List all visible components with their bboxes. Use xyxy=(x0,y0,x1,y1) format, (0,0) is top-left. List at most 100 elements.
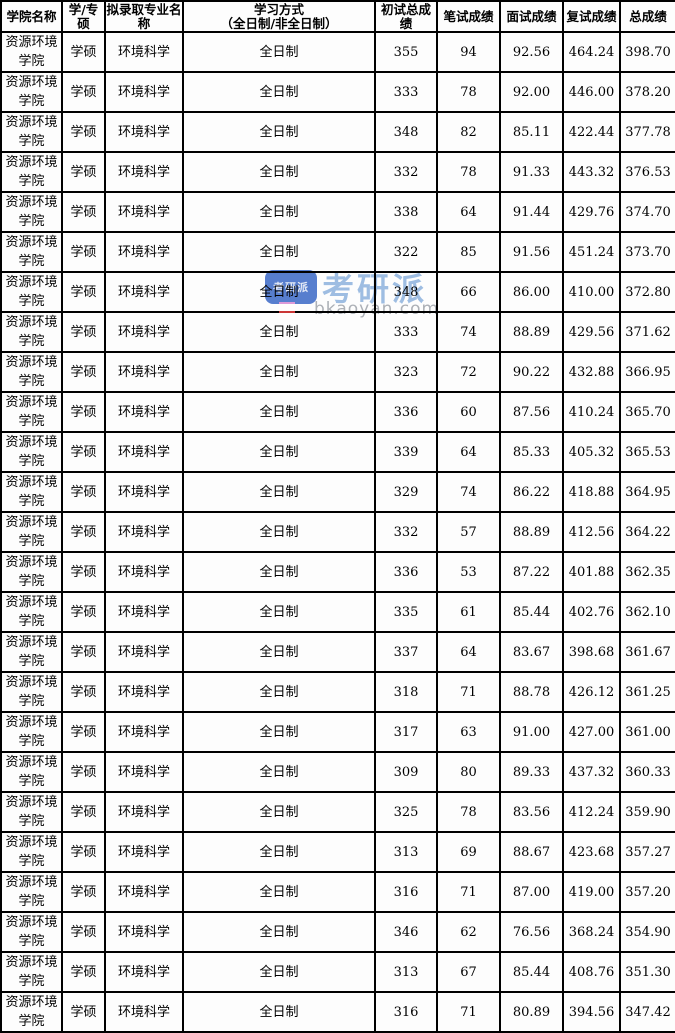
cell-degree-type: 学硕 xyxy=(61,751,106,793)
cell-interview-score: 92.56 xyxy=(499,31,564,73)
cell-interview-score: 80.89 xyxy=(499,991,564,1033)
cell-interview-score: 85.11 xyxy=(499,111,564,153)
cell-study-mode: 全日制 xyxy=(182,271,376,313)
cell-college: 资源环境学院 xyxy=(0,311,63,353)
cell-major: 环境科学 xyxy=(104,911,184,953)
cell-initial-total-score: 348 xyxy=(374,271,438,313)
cell-interview-score: 88.89 xyxy=(499,511,564,553)
cell-initial-total-score: 325 xyxy=(374,791,438,833)
cell-interview-score: 85.44 xyxy=(499,951,564,993)
cell-college: 资源环境学院 xyxy=(0,551,63,593)
cell-retest-score: 418.88 xyxy=(562,471,621,513)
cell-college: 资源环境学院 xyxy=(0,791,63,833)
cell-study-mode: 全日制 xyxy=(182,911,376,953)
cell-total-score: 364.95 xyxy=(619,471,675,513)
cell-initial-total-score: 318 xyxy=(374,671,438,713)
cell-study-mode: 全日制 xyxy=(182,511,376,553)
table-row: 资源环境学院 学硕 环境科学 全日制 348 66 86.00 410.00 372.80 xyxy=(0,271,675,313)
cell-major: 环境科学 xyxy=(104,151,184,193)
column-header-study-mode: 学习方式 （全日制/非全日制） xyxy=(182,0,376,33)
cell-college: 资源环境学院 xyxy=(0,151,63,193)
cell-interview-score: 86.00 xyxy=(499,271,564,313)
cell-major: 环境科学 xyxy=(104,951,184,993)
cell-interview-score: 92.00 xyxy=(499,71,564,113)
cell-major: 环境科学 xyxy=(104,831,184,873)
cell-degree-type: 学硕 xyxy=(61,551,106,593)
cell-initial-total-score: 333 xyxy=(374,311,438,353)
cell-written-score: 78 xyxy=(436,791,501,833)
cell-total-score: 357.20 xyxy=(619,871,675,913)
cell-retest-score: 437.32 xyxy=(562,751,621,793)
table-row: 资源环境学院 学硕 环境科学 全日制 325 78 83.56 412.24 359.90 xyxy=(0,791,675,833)
cell-study-mode: 全日制 xyxy=(182,391,376,433)
cell-retest-score: 426.12 xyxy=(562,671,621,713)
cell-retest-score: 394.56 xyxy=(562,991,621,1033)
cell-total-score: 361.25 xyxy=(619,671,675,713)
cell-retest-score: 443.32 xyxy=(562,151,621,193)
cell-written-score: 82 xyxy=(436,111,501,153)
cell-total-score: 351.30 xyxy=(619,951,675,993)
cell-degree-type: 学硕 xyxy=(61,671,106,713)
table-row: 资源环境学院 学硕 环境科学 全日制 337 64 83.67 398.68 361.67 xyxy=(0,631,675,673)
cell-degree-type: 学硕 xyxy=(61,231,106,273)
cell-total-score: 377.78 xyxy=(619,111,675,153)
cell-degree-type: 学硕 xyxy=(61,871,106,913)
column-header-interview-score: 面试成绩 xyxy=(499,0,564,33)
cell-total-score: 376.53 xyxy=(619,151,675,193)
cell-interview-score: 88.67 xyxy=(499,831,564,873)
cell-degree-type: 学硕 xyxy=(61,111,106,153)
cell-major: 环境科学 xyxy=(104,791,184,833)
cell-college: 资源环境学院 xyxy=(0,391,63,433)
cell-study-mode: 全日制 xyxy=(182,671,376,713)
cell-initial-total-score: 339 xyxy=(374,431,438,473)
cell-college: 资源环境学院 xyxy=(0,351,63,393)
cell-degree-type: 学硕 xyxy=(61,31,106,73)
cell-degree-type: 学硕 xyxy=(61,311,106,353)
cell-interview-score: 91.33 xyxy=(499,151,564,193)
cell-initial-total-score: 313 xyxy=(374,831,438,873)
column-header-degree-type: 学/专硕 xyxy=(61,0,106,33)
cell-study-mode: 全日制 xyxy=(182,311,376,353)
cell-initial-total-score: 335 xyxy=(374,591,438,633)
cell-degree-type: 学硕 xyxy=(61,351,106,393)
cell-college: 资源环境学院 xyxy=(0,431,63,473)
cell-total-score: 372.80 xyxy=(619,271,675,313)
cell-initial-total-score: 333 xyxy=(374,71,438,113)
cell-interview-score: 87.22 xyxy=(499,551,564,593)
cell-total-score: 398.70 xyxy=(619,31,675,73)
cell-written-score: 74 xyxy=(436,471,501,513)
cell-major: 环境科学 xyxy=(104,311,184,353)
cell-initial-total-score: 316 xyxy=(374,871,438,913)
cell-degree-type: 学硕 xyxy=(61,831,106,873)
cell-interview-score: 85.44 xyxy=(499,591,564,633)
cell-retest-score: 405.32 xyxy=(562,431,621,473)
cell-total-score: 354.90 xyxy=(619,911,675,953)
column-header-college: 学院名称 xyxy=(0,0,63,33)
cell-written-score: 64 xyxy=(436,431,501,473)
cell-college: 资源环境学院 xyxy=(0,631,63,673)
cell-total-score: 366.95 xyxy=(619,351,675,393)
cell-study-mode: 全日制 xyxy=(182,471,376,513)
cell-major: 环境科学 xyxy=(104,871,184,913)
cell-study-mode: 全日制 xyxy=(182,831,376,873)
table-row: 资源环境学院 学硕 环境科学 全日制 322 85 91.56 451.24 373.70 xyxy=(0,231,675,273)
cell-initial-total-score: 317 xyxy=(374,711,438,753)
cell-written-score: 85 xyxy=(436,231,501,273)
cell-interview-score: 87.00 xyxy=(499,871,564,913)
cell-initial-total-score: 337 xyxy=(374,631,438,673)
cell-interview-score: 90.22 xyxy=(499,351,564,393)
cell-total-score: 374.70 xyxy=(619,191,675,233)
cell-initial-total-score: 332 xyxy=(374,511,438,553)
column-header-written-score: 笔试成绩 xyxy=(436,0,501,33)
cell-retest-score: 446.00 xyxy=(562,71,621,113)
table-row: 资源环境学院 学硕 环境科学 全日制 338 64 91.44 429.76 374.70 xyxy=(0,191,675,233)
cell-degree-type: 学硕 xyxy=(61,951,106,993)
cell-study-mode: 全日制 xyxy=(182,631,376,673)
cell-interview-score: 91.44 xyxy=(499,191,564,233)
cell-total-score: 361.67 xyxy=(619,631,675,673)
cell-interview-score: 86.22 xyxy=(499,471,564,513)
cell-college: 资源环境学院 xyxy=(0,591,63,633)
table-row: 资源环境学院 学硕 环境科学 全日制 317 63 91.00 427.00 361.00 xyxy=(0,711,675,753)
cell-total-score: 378.20 xyxy=(619,71,675,113)
